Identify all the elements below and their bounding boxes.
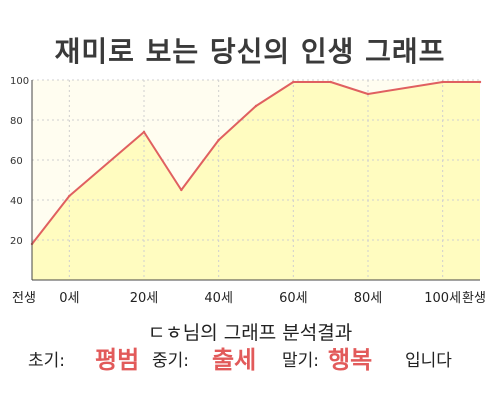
data-point-3 bbox=[180, 188, 183, 192]
data-point-10 bbox=[478, 80, 482, 84]
data-point-6 bbox=[292, 80, 295, 84]
late-value: 행복 bbox=[328, 346, 373, 374]
x-tick-label-2: 20세 bbox=[130, 291, 159, 306]
data-point-8 bbox=[366, 92, 370, 96]
data-point-4 bbox=[217, 138, 220, 142]
late-label: 말기: bbox=[282, 351, 320, 371]
x-tick-label-7: 환생 bbox=[462, 291, 486, 306]
x-tick-label-3: 40세 bbox=[204, 291, 233, 306]
data-point-9 bbox=[441, 80, 444, 84]
data-point-1 bbox=[68, 194, 71, 198]
x-tick-label-5: 80세 bbox=[354, 291, 383, 306]
y-tick-label-40: 40 bbox=[10, 196, 23, 207]
data-point-7 bbox=[329, 80, 332, 84]
mid-label: 중기: bbox=[152, 351, 190, 371]
x-tick-label-0: 전생 bbox=[12, 291, 36, 306]
plot-area: 20 40 60 80 100 전생 0세 20세 40세 60세 80세 100세 환생 bbox=[10, 76, 486, 306]
data-point-5 bbox=[254, 104, 258, 108]
y-tick-label-60: 60 bbox=[10, 156, 23, 167]
y-tick-label-100: 100 bbox=[10, 76, 29, 87]
x-tick-label-6: 100세 bbox=[424, 291, 461, 306]
analysis-title: ㄷㅎ님의 그래프 분석결과 bbox=[147, 322, 353, 344]
x-tick-label-1: 0세 bbox=[59, 291, 79, 306]
chart-title: 재미로 보는 당신의 인생 그래프 bbox=[54, 35, 446, 68]
mid-value: 출세 bbox=[212, 346, 257, 374]
x-tick-label-4: 60세 bbox=[279, 291, 308, 306]
y-tick-label-80: 80 bbox=[10, 116, 23, 127]
early-label: 초기: bbox=[28, 351, 66, 371]
ending-text: 입니다 bbox=[405, 351, 452, 371]
early-value: 평범 bbox=[95, 346, 140, 374]
y-tick-label-20: 20 bbox=[10, 236, 23, 247]
data-point-2 bbox=[142, 130, 146, 134]
